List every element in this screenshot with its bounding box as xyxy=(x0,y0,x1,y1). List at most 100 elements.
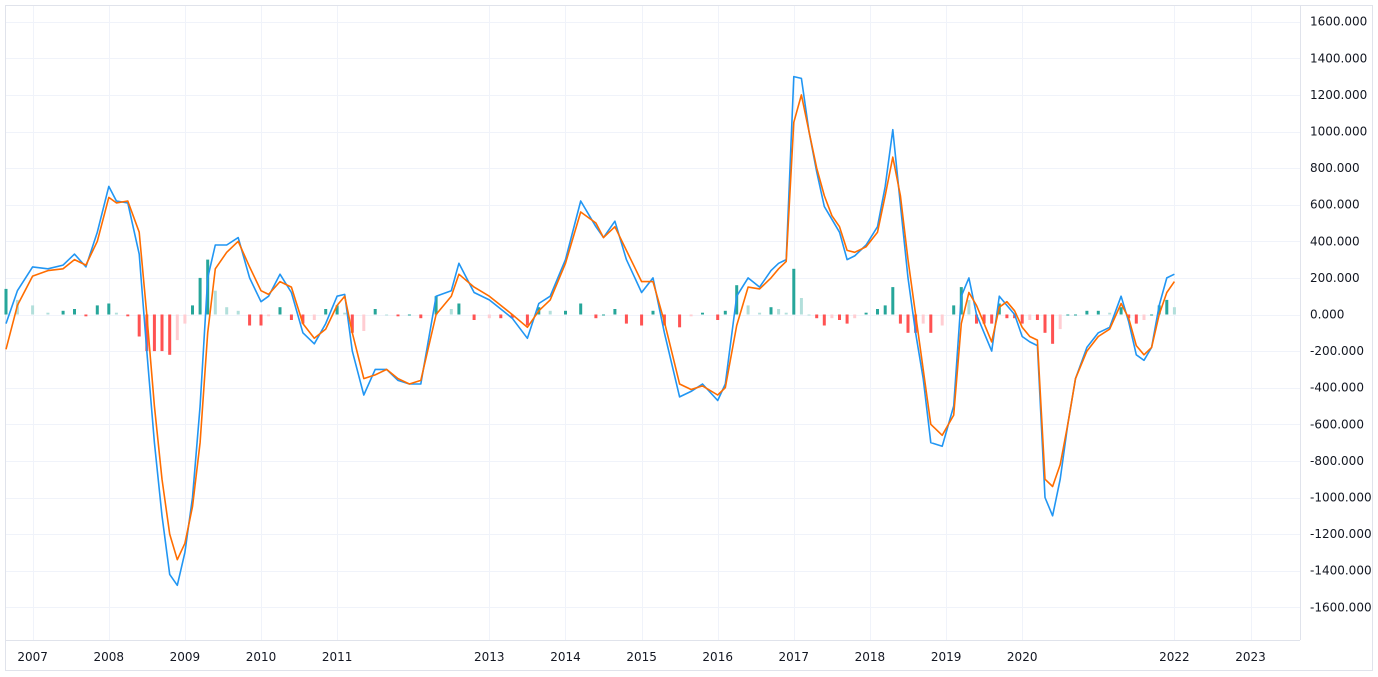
histogram-bar-34 xyxy=(350,314,354,333)
signal-line xyxy=(5,94,1176,561)
x-tick-label: 2008 xyxy=(94,650,125,664)
histogram-bar-85 xyxy=(906,314,910,333)
histogram-bar-46 xyxy=(499,314,503,319)
histogram-bar-84 xyxy=(898,314,902,324)
y-tick-label: -1000.000 xyxy=(1310,491,1372,505)
y-tick-label: -200.000 xyxy=(1310,344,1364,358)
histogram-bar-11 xyxy=(137,314,141,337)
histogram-bar-61 xyxy=(689,314,693,317)
histogram-bar-36 xyxy=(373,309,377,315)
histogram-bar-106 xyxy=(1074,314,1077,316)
histogram-bar-57 xyxy=(640,314,644,326)
x-tick-label: 2016 xyxy=(702,650,733,664)
price-axis[interactable]: 1600.000 1400.000 1200.000 1000.000 800.000 6… xyxy=(1310,15,1372,615)
histogram-bar-48 xyxy=(525,314,529,326)
histogram-bar-24 xyxy=(248,314,252,326)
y-tick-label: 0.000 xyxy=(1310,308,1344,322)
histogram-bar-31 xyxy=(324,309,328,315)
histogram-bar-0 xyxy=(4,288,8,315)
histogram-bar-16 xyxy=(175,314,179,341)
histogram-bar-70 xyxy=(784,312,788,315)
histogram-bar-97 xyxy=(1005,314,1009,319)
histogram-bar-86 xyxy=(914,314,918,333)
y-tick-label: -1400.000 xyxy=(1310,564,1372,578)
histogram-bar-90 xyxy=(952,305,956,315)
histogram-bar-66 xyxy=(746,305,750,315)
histogram-bar-53 xyxy=(594,314,598,319)
histogram-bar-82 xyxy=(883,305,887,315)
x-tick-label: 2020 xyxy=(1007,650,1038,664)
chart-frame xyxy=(5,5,1373,671)
histogram-bar-58 xyxy=(651,310,655,315)
x-tick-label: 2009 xyxy=(170,650,201,664)
histogram-bar-44 xyxy=(472,314,476,320)
histogram-bar-102 xyxy=(1043,314,1047,333)
histogram-bar-105 xyxy=(1066,314,1070,316)
histogram-bar-89 xyxy=(940,314,944,326)
histogram-bar-39 xyxy=(407,314,411,316)
histogram-bar-15 xyxy=(168,314,172,355)
macd-line xyxy=(5,75,1175,587)
histogram-bar-78 xyxy=(845,314,849,324)
y-tick-label: -1200.000 xyxy=(1310,527,1372,541)
histogram-bar-103 xyxy=(1051,314,1055,344)
histogram-bar-22 xyxy=(225,307,229,315)
x-tick-label: 2015 xyxy=(626,650,657,664)
x-tick-label: 2013 xyxy=(474,650,505,664)
histogram-bar-74 xyxy=(815,314,819,319)
histogram-bar-62 xyxy=(701,312,704,315)
histogram-bar-101 xyxy=(1035,314,1039,320)
histogram-bar-64 xyxy=(723,310,727,315)
histogram-bar-95 xyxy=(990,314,994,324)
histogram-bar-116 xyxy=(1165,299,1169,315)
x-tick-label: 2007 xyxy=(17,650,48,664)
histogram-bar-73 xyxy=(807,314,811,316)
time-axis[interactable]: 2007 2008 2009 2010 2011 2013 2014 2015 2016 2017… xyxy=(17,650,1265,664)
x-tick-label: 2010 xyxy=(246,650,277,664)
x-tick-label: 2022 xyxy=(1159,650,1190,664)
histogram-bar-6 xyxy=(84,314,88,317)
histogram-bar-26 xyxy=(267,314,271,317)
histogram-bar-50 xyxy=(548,310,552,315)
y-tick-label: 1000.000 xyxy=(1310,125,1367,139)
histogram-bar-67 xyxy=(758,312,762,315)
histogram-bar-93 xyxy=(975,314,978,324)
histogram-bar-17 xyxy=(183,314,187,324)
histogram-bar-114 xyxy=(1150,314,1154,316)
histogram-bar-113 xyxy=(1142,314,1146,320)
histogram-bar-79 xyxy=(853,314,857,319)
histogram-bar-51 xyxy=(564,310,567,315)
x-tick-label: 2018 xyxy=(855,650,886,664)
histogram-bar-110 xyxy=(1119,307,1123,315)
histogram-bar-77 xyxy=(838,314,841,320)
histogram-bar-112 xyxy=(1134,314,1138,324)
histogram-bar-19 xyxy=(198,277,202,315)
histogram-bar-109 xyxy=(1108,312,1112,315)
histogram-bar-111 xyxy=(1127,314,1131,319)
histogram-bar-23 xyxy=(236,310,240,315)
histogram-bar-47 xyxy=(510,314,514,319)
x-tick-label: 2023 xyxy=(1235,650,1266,664)
histogram-bar-2 xyxy=(31,305,35,315)
histogram-bar-104 xyxy=(1058,314,1062,330)
histogram-bar-3 xyxy=(46,312,50,315)
histogram-bar-42 xyxy=(449,309,453,315)
y-tick-label: -400.000 xyxy=(1310,381,1364,395)
histogram-bar-108 xyxy=(1096,310,1100,315)
histogram-bar-54 xyxy=(602,314,605,316)
y-tick-label: 1600.000 xyxy=(1310,15,1367,29)
histogram-bar-45 xyxy=(487,314,491,319)
histogram-bar-56 xyxy=(624,314,628,324)
histogram-bar-87 xyxy=(921,314,925,324)
series-lines xyxy=(5,75,1176,587)
histogram-bar-38 xyxy=(396,314,400,317)
histogram-bar-10 xyxy=(126,314,130,317)
x-tick-label: 2011 xyxy=(322,650,353,664)
histogram-bar-63 xyxy=(716,314,720,320)
histogram-bar-32 xyxy=(335,305,339,315)
histogram-bar-33 xyxy=(343,312,347,315)
histogram-bar-5 xyxy=(73,309,76,315)
y-tick-label: -600.000 xyxy=(1310,417,1364,431)
histogram-bar-117 xyxy=(1172,307,1176,315)
